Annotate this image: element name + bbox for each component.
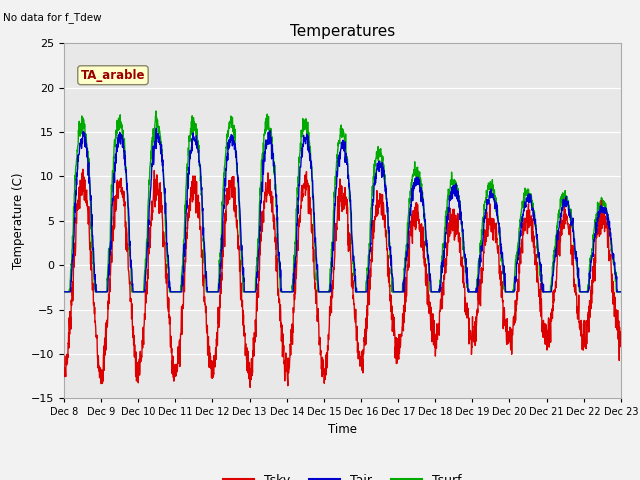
- Line: Tsky: Tsky: [64, 169, 621, 387]
- Tsky: [617, 341, 625, 347]
- Tsurf: [152, 108, 160, 114]
- Tsky: [246, 384, 254, 390]
- Tsky: [60, 353, 68, 359]
- Tsky: [79, 167, 86, 172]
- Tair: [371, 182, 379, 188]
- Tsurf: [371, 159, 379, 165]
- Y-axis label: Temperature (C): Temperature (C): [12, 172, 26, 269]
- Tsurf: [568, 220, 575, 226]
- Tsurf: [617, 289, 625, 295]
- Tsurf: [359, 289, 367, 295]
- Tsky: [371, 217, 379, 223]
- Tsky: [359, 370, 367, 376]
- Tsurf: [504, 289, 512, 295]
- Tsky: [216, 316, 223, 322]
- X-axis label: Time: Time: [328, 423, 357, 436]
- Text: No data for f_Tdew: No data for f_Tdew: [3, 12, 102, 23]
- Tair: [60, 289, 68, 295]
- Tsurf: [60, 289, 68, 295]
- Tsky: [505, 329, 513, 335]
- Line: Tsurf: Tsurf: [64, 111, 621, 292]
- Tsurf: [216, 260, 223, 266]
- Tair: [584, 289, 591, 295]
- Legend: Tsky, Tair, Tsurf: Tsky, Tair, Tsurf: [218, 468, 467, 480]
- Tsurf: [584, 288, 591, 294]
- Tair: [152, 125, 160, 131]
- Tair: [216, 285, 223, 291]
- Tair: [617, 289, 625, 295]
- Tsky: [584, 321, 591, 327]
- Tsky: [568, 245, 576, 251]
- Tair: [504, 289, 512, 295]
- Text: TA_arable: TA_arable: [81, 69, 145, 82]
- Tair: [568, 219, 575, 225]
- Title: Temperatures: Temperatures: [290, 24, 395, 39]
- Line: Tair: Tair: [64, 128, 621, 292]
- Tair: [359, 289, 367, 295]
